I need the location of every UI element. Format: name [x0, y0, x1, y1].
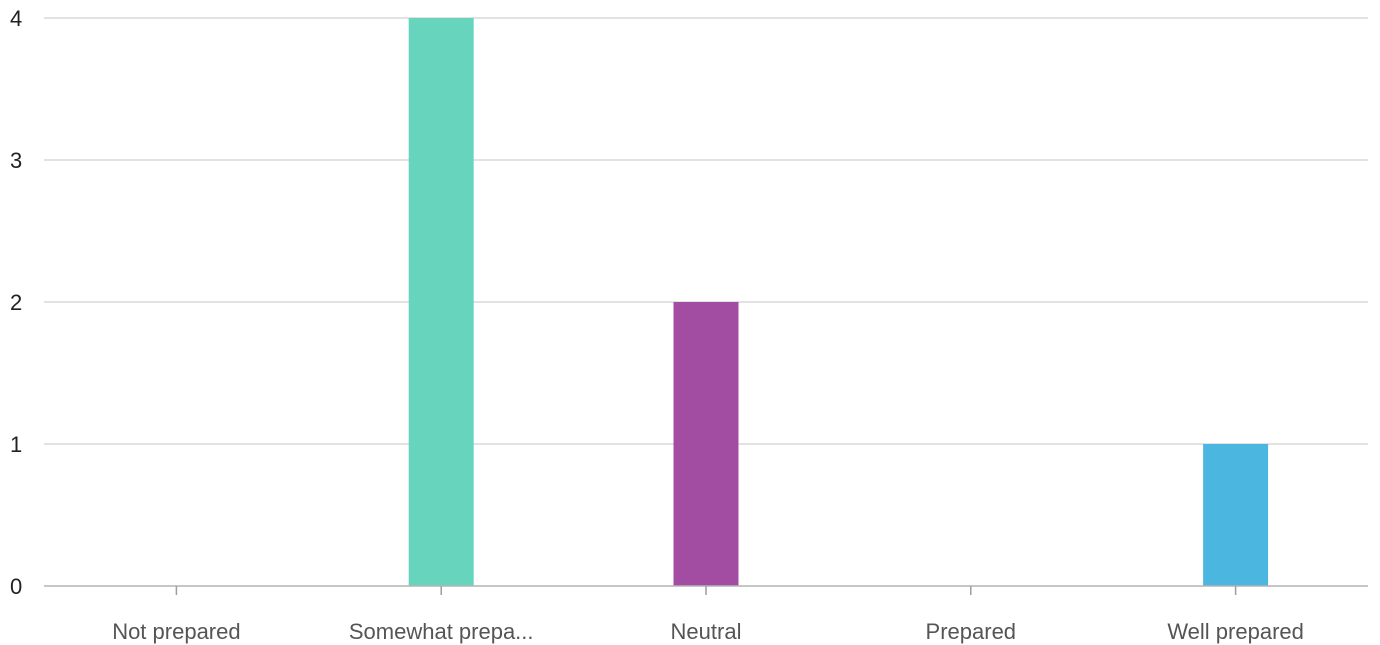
bar-3	[673, 302, 739, 586]
y-tick-label: 3	[10, 148, 22, 173]
x-tick-label: Somewhat prepa...	[349, 619, 534, 644]
y-tick-label: 0	[10, 574, 22, 599]
bar-2	[408, 18, 474, 586]
y-tick-label: 4	[10, 6, 22, 31]
y-tick-label: 2	[10, 290, 22, 315]
x-tick-label: Prepared	[926, 619, 1017, 644]
x-axis-ticks: Not prepared Somewhat prepa... Neutral Prep…	[112, 586, 1304, 644]
bars	[408, 18, 1269, 586]
y-axis-ticks: 0 1 2 3 4	[10, 6, 22, 599]
y-tick-label: 1	[10, 432, 22, 457]
x-tick-label: Well prepared	[1167, 619, 1304, 644]
x-tick-label: Not prepared	[112, 619, 240, 644]
x-tick-label: Neutral	[671, 619, 742, 644]
bar-5	[1203, 444, 1269, 586]
